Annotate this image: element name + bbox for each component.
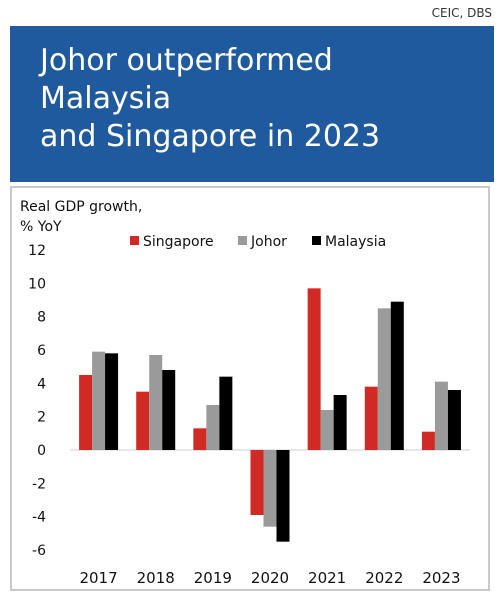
- title-banner: Johor outperformed Malaysia and Singapor…: [10, 26, 494, 182]
- bar-singapore-2021: [307, 288, 321, 450]
- x-tick-label: 2022: [365, 569, 403, 587]
- bar-singapore-2019: [193, 428, 207, 450]
- legend-swatch-malaysia: [312, 236, 321, 245]
- bar-malaysia-2022: [390, 301, 404, 450]
- bar-singapore-2017: [79, 375, 93, 450]
- y-tick-label: 10: [28, 276, 46, 292]
- bar-singapore-2020: [250, 450, 264, 515]
- y-tick-label: -4: [32, 510, 46, 526]
- x-tick-label: 2023: [422, 569, 460, 587]
- y-tick-label: 2: [37, 410, 46, 426]
- bar-johor-2020: [263, 450, 277, 527]
- y-tick-label: -2: [32, 476, 46, 492]
- x-tick-label: 2018: [137, 569, 175, 587]
- bar-malaysia-2017: [105, 353, 119, 450]
- bar-johor-2023: [434, 381, 448, 450]
- legend-label-johor: Johor: [250, 234, 287, 250]
- y-tick-label: 12: [28, 243, 46, 259]
- x-tick-label: 2019: [194, 569, 232, 587]
- y-tick-label: 4: [37, 376, 46, 392]
- bar-malaysia-2020: [276, 450, 290, 542]
- x-tick-label: 2017: [79, 569, 117, 587]
- legend-label-malaysia: Malaysia: [325, 234, 386, 250]
- bar-malaysia-2021: [333, 395, 347, 450]
- y-axis-label-line1: Real GDP growth,: [20, 199, 142, 215]
- bar-singapore-2018: [136, 391, 150, 450]
- legend-label-singapore: Singapore: [143, 234, 214, 250]
- y-axis-label-line2: % YoY: [20, 219, 62, 235]
- bar-malaysia-2019: [219, 376, 233, 450]
- y-tick-label: 8: [37, 310, 46, 326]
- bar-johor-2019: [206, 405, 220, 450]
- bars: [79, 288, 461, 542]
- x-tick-label: 2020: [251, 569, 289, 587]
- y-tick-label: 6: [37, 343, 46, 359]
- y-tick-label: -6: [32, 543, 46, 559]
- legend-swatch-johor: [238, 236, 247, 245]
- legend: Singapore Johor Malaysia: [130, 234, 386, 250]
- y-axis-ticks: 12 10 8 6 4 2 0 -2 -4 -6: [28, 243, 46, 559]
- x-tick-label: 2021: [308, 569, 346, 587]
- chart-headline: Johor outperformed Malaysia and Singapor…: [40, 43, 381, 154]
- legend-swatch-singapore: [130, 236, 139, 245]
- bar-malaysia-2018: [162, 370, 176, 450]
- bar-malaysia-2023: [447, 390, 461, 450]
- bar-singapore-2022: [364, 386, 378, 450]
- source-label: CEIC, DBS: [431, 6, 492, 20]
- bar-johor-2022: [377, 308, 391, 450]
- bar-johor-2017: [92, 351, 106, 450]
- bar-johor-2021: [320, 410, 334, 450]
- bar-johor-2018: [149, 355, 163, 450]
- y-tick-label: 0: [37, 443, 46, 459]
- bar-singapore-2023: [421, 431, 435, 450]
- x-axis-ticks: 2017 2018 2019 2020 2021 2022 2023: [79, 569, 460, 587]
